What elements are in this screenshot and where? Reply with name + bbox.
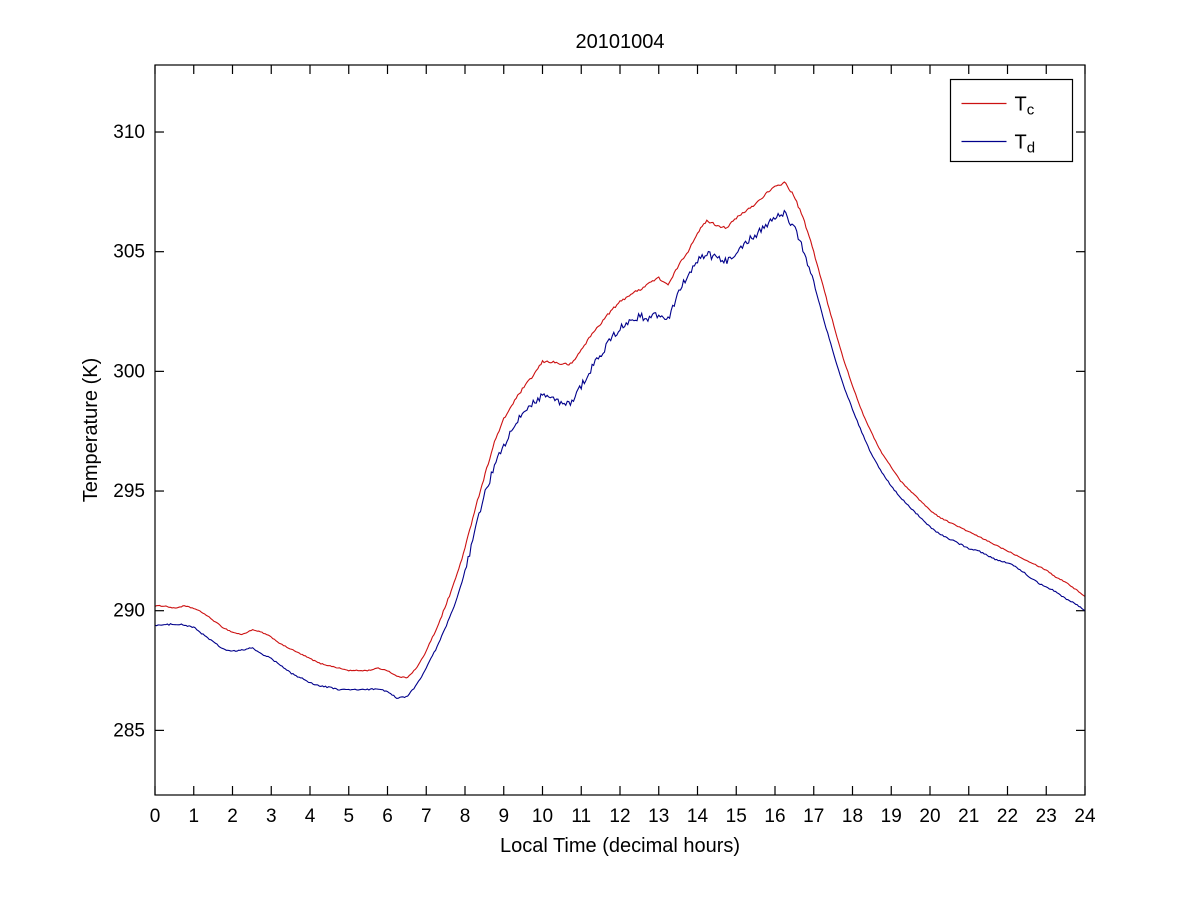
x-axis-label: Local Time (decimal hours) xyxy=(500,835,740,857)
series-line-Td xyxy=(154,209,1086,700)
x-tick-label: 5 xyxy=(343,806,354,827)
x-tick-label: 6 xyxy=(382,806,393,827)
x-tick-label: 8 xyxy=(460,806,471,827)
axes-box xyxy=(154,64,1086,796)
y-tick-label: 285 xyxy=(113,720,145,741)
legend-label-Td: Td xyxy=(1015,132,1036,157)
x-tick-label: 17 xyxy=(803,806,824,827)
y-tick-label: 300 xyxy=(113,361,145,382)
x-tick-label: 21 xyxy=(958,806,979,827)
y-axis-label: Temperature (K) xyxy=(80,358,102,503)
x-tick-label: 9 xyxy=(498,806,509,827)
x-tick-label: 2 xyxy=(227,806,238,827)
x-tick-label: 1 xyxy=(188,806,199,827)
legend-label-Tc: Tc xyxy=(1015,94,1035,119)
series-line-Tc xyxy=(154,181,1086,679)
chart-title: 20101004 xyxy=(576,31,665,53)
axis-ticks: 0 1 2 3 4 5 6 7 8 9 10 11 12 13 14 15 16 17 18 19 20 21 22 23 24… xyxy=(113,65,1096,827)
y-tick-label: 305 xyxy=(113,242,145,263)
x-tick-label: 16 xyxy=(764,806,785,827)
x-tick-label: 4 xyxy=(305,806,316,827)
series-lines xyxy=(154,181,1086,700)
x-tick-label: 14 xyxy=(687,806,709,827)
x-tick-label: 0 xyxy=(150,806,161,827)
x-tick-label: 22 xyxy=(997,806,1018,827)
y-tick-label: 290 xyxy=(113,601,145,622)
x-tick-label: 13 xyxy=(648,806,669,827)
x-tick-label: 12 xyxy=(609,806,630,827)
x-tick-label: 11 xyxy=(571,806,591,827)
x-tick-label: 7 xyxy=(421,806,432,827)
x-tick-label: 24 xyxy=(1074,806,1096,827)
legend: Tc Td xyxy=(949,78,1074,163)
x-tick-label: 15 xyxy=(726,806,747,827)
x-tick-label: 19 xyxy=(881,806,902,827)
x-tick-label: 18 xyxy=(842,806,863,827)
x-tick-label: 23 xyxy=(1036,806,1057,827)
legend-box xyxy=(949,78,1074,163)
x-tick-label: 20 xyxy=(919,806,940,827)
x-tick-label: 10 xyxy=(532,806,553,827)
x-tick-label: 3 xyxy=(266,806,277,827)
y-tick-label: 310 xyxy=(113,122,145,143)
y-tick-label: 295 xyxy=(113,481,145,502)
plot-area xyxy=(155,65,1085,795)
